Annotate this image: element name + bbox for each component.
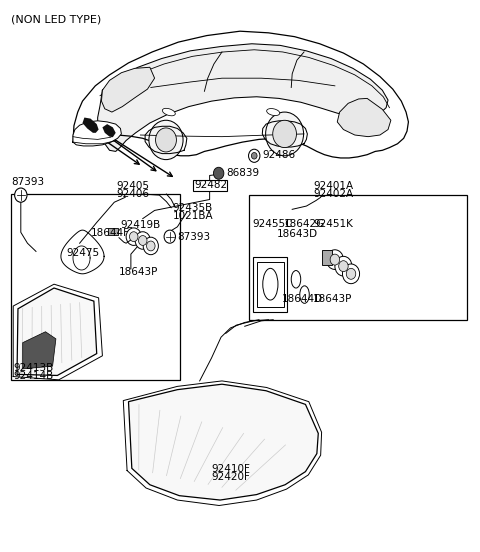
Text: 18642G: 18642G	[284, 219, 325, 229]
Circle shape	[339, 261, 348, 272]
Text: 18643D: 18643D	[277, 229, 318, 239]
Polygon shape	[73, 31, 408, 158]
Circle shape	[326, 250, 343, 269]
Text: 92402A: 92402A	[313, 189, 354, 199]
Circle shape	[164, 230, 176, 243]
Bar	[322, 250, 332, 265]
Polygon shape	[17, 288, 96, 375]
Circle shape	[335, 256, 352, 276]
Text: 18644D: 18644D	[282, 294, 323, 304]
Text: 92405: 92405	[117, 182, 150, 192]
Text: (NON LED TYPE): (NON LED TYPE)	[12, 15, 102, 25]
Text: 18643P: 18643P	[119, 267, 158, 277]
Text: 92413B: 92413B	[13, 363, 53, 374]
Text: 92451K: 92451K	[313, 219, 353, 229]
Circle shape	[138, 236, 147, 246]
Bar	[257, 262, 284, 307]
Text: 92414B: 92414B	[13, 371, 53, 381]
Ellipse shape	[162, 108, 175, 116]
Circle shape	[214, 167, 224, 179]
Text: 18643P: 18643P	[313, 294, 352, 304]
Circle shape	[130, 232, 138, 242]
Circle shape	[249, 149, 260, 162]
Circle shape	[149, 120, 183, 160]
Bar	[250, 195, 467, 320]
Text: 92406: 92406	[117, 189, 150, 199]
Polygon shape	[102, 124, 116, 137]
Circle shape	[126, 228, 141, 246]
Text: 92420F: 92420F	[212, 472, 251, 482]
Text: 92455C: 92455C	[253, 219, 293, 229]
Polygon shape	[97, 44, 388, 151]
Ellipse shape	[267, 109, 280, 115]
Text: 1021BA: 1021BA	[173, 211, 213, 221]
Text: 92401A: 92401A	[313, 182, 354, 192]
Circle shape	[273, 120, 297, 147]
Text: 92410F: 92410F	[212, 464, 251, 474]
Bar	[12, 194, 180, 380]
Text: 87393: 87393	[12, 178, 45, 188]
Polygon shape	[129, 384, 318, 500]
Circle shape	[252, 152, 257, 159]
Circle shape	[146, 241, 155, 251]
Text: 92435B: 92435B	[173, 203, 213, 213]
Polygon shape	[23, 332, 56, 369]
Circle shape	[265, 112, 303, 156]
Circle shape	[330, 254, 340, 265]
Circle shape	[156, 128, 177, 152]
Ellipse shape	[263, 268, 278, 300]
Polygon shape	[73, 121, 121, 146]
Text: 86839: 86839	[227, 168, 260, 178]
Text: 92419B: 92419B	[120, 220, 161, 230]
Polygon shape	[83, 118, 98, 133]
Circle shape	[342, 264, 360, 284]
Text: 18644F: 18644F	[91, 229, 130, 238]
Circle shape	[346, 268, 356, 279]
Text: 92482: 92482	[194, 181, 228, 190]
Text: 92475: 92475	[67, 248, 100, 258]
Ellipse shape	[291, 270, 301, 288]
Bar	[108, 228, 118, 235]
Circle shape	[143, 237, 158, 254]
Text: 92486: 92486	[263, 150, 296, 160]
Text: 87393: 87393	[178, 232, 211, 242]
Circle shape	[135, 232, 150, 249]
Polygon shape	[337, 98, 391, 137]
Bar	[253, 257, 288, 311]
Bar	[192, 180, 227, 191]
Circle shape	[14, 188, 27, 202]
Ellipse shape	[300, 286, 309, 303]
Polygon shape	[101, 67, 155, 112]
